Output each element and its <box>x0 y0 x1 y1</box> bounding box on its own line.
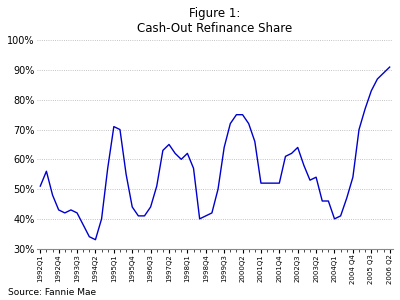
Text: Source: Fannie Mae: Source: Fannie Mae <box>8 288 96 297</box>
Title: Figure 1:
Cash-Out Refinance Share: Figure 1: Cash-Out Refinance Share <box>137 7 293 35</box>
